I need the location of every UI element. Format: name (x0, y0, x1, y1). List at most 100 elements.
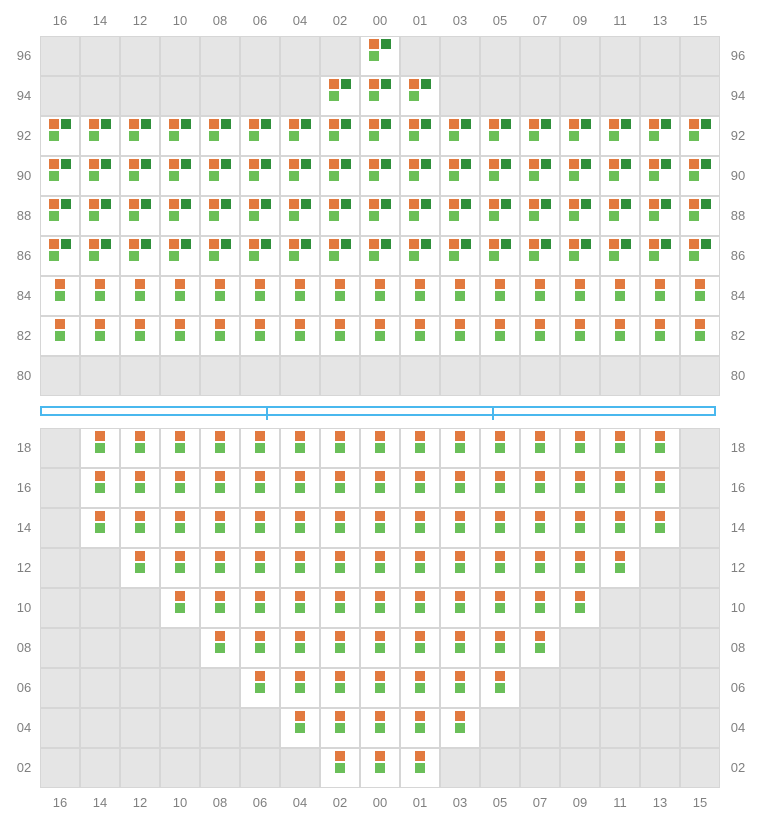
grid-cell[interactable] (520, 196, 560, 236)
grid-cell[interactable] (280, 236, 320, 276)
grid-cell[interactable] (640, 196, 680, 236)
grid-cell[interactable] (280, 196, 320, 236)
col-label-bottom: 13 (648, 796, 672, 810)
grid-cell[interactable] (80, 196, 120, 236)
data-square (89, 251, 99, 261)
grid-cell[interactable] (560, 116, 600, 156)
grid-cell[interactable] (480, 236, 520, 276)
data-square (569, 251, 579, 261)
grid-cell[interactable] (480, 196, 520, 236)
grid-cell[interactable] (560, 156, 600, 196)
grid-cell[interactable] (200, 196, 240, 236)
grid-cell[interactable] (200, 116, 240, 156)
grid-cell[interactable] (160, 116, 200, 156)
grid-cell[interactable] (360, 36, 400, 76)
data-square (329, 159, 339, 169)
grid-cell[interactable] (400, 76, 440, 116)
grid-cell[interactable] (680, 196, 720, 236)
data-square (341, 119, 351, 129)
data-square (335, 763, 345, 773)
grid-cell[interactable] (200, 156, 240, 196)
data-square (615, 443, 625, 453)
grid-cell[interactable] (480, 156, 520, 196)
grid-cell[interactable] (40, 236, 80, 276)
grid-cell[interactable] (320, 156, 360, 196)
grid-cell[interactable] (320, 196, 360, 236)
grid-cell[interactable] (200, 236, 240, 276)
data-square (489, 171, 499, 181)
grid-cell[interactable] (240, 236, 280, 276)
data-square (329, 119, 339, 129)
data-square (135, 563, 145, 573)
grid-cell[interactable] (120, 116, 160, 156)
row-label-left: 14 (12, 521, 36, 535)
grid-cell[interactable] (240, 156, 280, 196)
grid-cell[interactable] (520, 236, 560, 276)
grid-cell[interactable] (600, 196, 640, 236)
grid-cell[interactable] (320, 76, 360, 116)
grid-cell[interactable] (360, 76, 400, 116)
data-square (329, 79, 339, 89)
grid-cell[interactable] (400, 116, 440, 156)
grid-cell[interactable] (600, 156, 640, 196)
data-square (375, 723, 385, 733)
grid-cell[interactable] (680, 236, 720, 276)
grid-cell[interactable] (120, 236, 160, 276)
grid-cell (480, 356, 520, 396)
grid-cell (120, 668, 160, 708)
data-square (455, 279, 465, 289)
grid-cell[interactable] (520, 116, 560, 156)
grid-cell (120, 748, 160, 788)
grid-cell[interactable] (320, 236, 360, 276)
grid-cell[interactable] (400, 156, 440, 196)
data-square (415, 431, 425, 441)
grid-cell[interactable] (160, 196, 200, 236)
grid-cell[interactable] (120, 156, 160, 196)
data-square (255, 331, 265, 341)
data-square (135, 551, 145, 561)
grid-cell[interactable] (80, 156, 120, 196)
grid-cell[interactable] (600, 116, 640, 156)
grid-cell[interactable] (560, 236, 600, 276)
grid-cell[interactable] (440, 116, 480, 156)
grid-cell[interactable] (400, 236, 440, 276)
grid-cell[interactable] (640, 236, 680, 276)
grid-cell[interactable] (400, 196, 440, 236)
grid-cell[interactable] (360, 236, 400, 276)
grid-cell[interactable] (40, 196, 80, 236)
grid-cell[interactable] (160, 236, 200, 276)
grid-cell[interactable] (40, 116, 80, 156)
grid-cell[interactable] (440, 236, 480, 276)
grid-cell[interactable] (600, 236, 640, 276)
grid-cell (640, 76, 680, 116)
data-square (415, 319, 425, 329)
data-square (261, 119, 271, 129)
grid-cell[interactable] (520, 156, 560, 196)
grid-cell[interactable] (680, 156, 720, 196)
grid-cell[interactable] (280, 116, 320, 156)
grid-cell[interactable] (680, 116, 720, 156)
grid-cell[interactable] (640, 116, 680, 156)
grid-cell (80, 748, 120, 788)
grid-cell[interactable] (80, 116, 120, 156)
col-label-top: 10 (168, 14, 192, 28)
grid-cell[interactable] (640, 156, 680, 196)
data-square (255, 631, 265, 641)
grid-cell[interactable] (240, 116, 280, 156)
grid-cell[interactable] (360, 156, 400, 196)
grid-cell[interactable] (40, 156, 80, 196)
grid-cell (480, 748, 520, 788)
grid-cell[interactable] (80, 236, 120, 276)
data-square (455, 711, 465, 721)
grid-cell[interactable] (360, 196, 400, 236)
grid-cell[interactable] (320, 116, 360, 156)
grid-cell[interactable] (280, 156, 320, 196)
grid-cell[interactable] (480, 116, 520, 156)
grid-cell[interactable] (440, 156, 480, 196)
grid-cell[interactable] (120, 196, 160, 236)
grid-cell[interactable] (560, 196, 600, 236)
grid-cell[interactable] (160, 156, 200, 196)
grid-cell[interactable] (440, 196, 480, 236)
grid-cell[interactable] (240, 196, 280, 236)
grid-cell[interactable] (360, 116, 400, 156)
